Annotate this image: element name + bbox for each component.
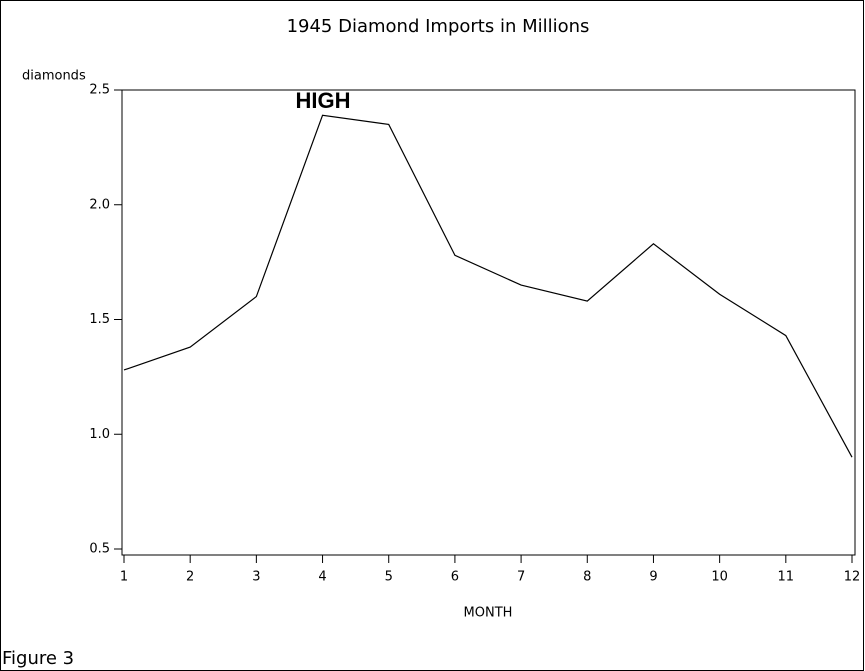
x-tick-label: 3 [252, 570, 260, 585]
x-tick-label: 7 [517, 570, 525, 585]
x-tick-label: 5 [385, 570, 393, 585]
x-tick-label: 4 [318, 570, 326, 585]
y-tick-label: 1.5 [89, 312, 110, 327]
x-tick-label: 1 [120, 570, 128, 585]
x-tick-label: 10 [711, 570, 728, 585]
x-tick-label: 6 [451, 570, 459, 585]
caption: Figure 3 [2, 648, 74, 669]
y-tick-label: 0.5 [89, 542, 110, 557]
y-axis-label: diamonds [22, 69, 86, 84]
x-tick-label: 11 [778, 570, 795, 585]
y-tick-label: 2.5 [89, 83, 110, 98]
annotation: HIGH [296, 88, 351, 113]
x-tick-label: 12 [844, 570, 861, 585]
y-tick-label: 2.0 [89, 197, 110, 212]
x-axis-label: MONTH [464, 606, 513, 621]
x-tick-label: 9 [649, 570, 657, 585]
data-line [123, 114, 853, 458]
x-tick-label: 8 [583, 570, 591, 585]
chart-title: 1945 Diamond Imports in Millions [287, 16, 590, 37]
x-tick-label: 2 [186, 570, 194, 585]
plot-frame [121, 89, 856, 556]
y-tick-label: 1.0 [89, 427, 110, 442]
